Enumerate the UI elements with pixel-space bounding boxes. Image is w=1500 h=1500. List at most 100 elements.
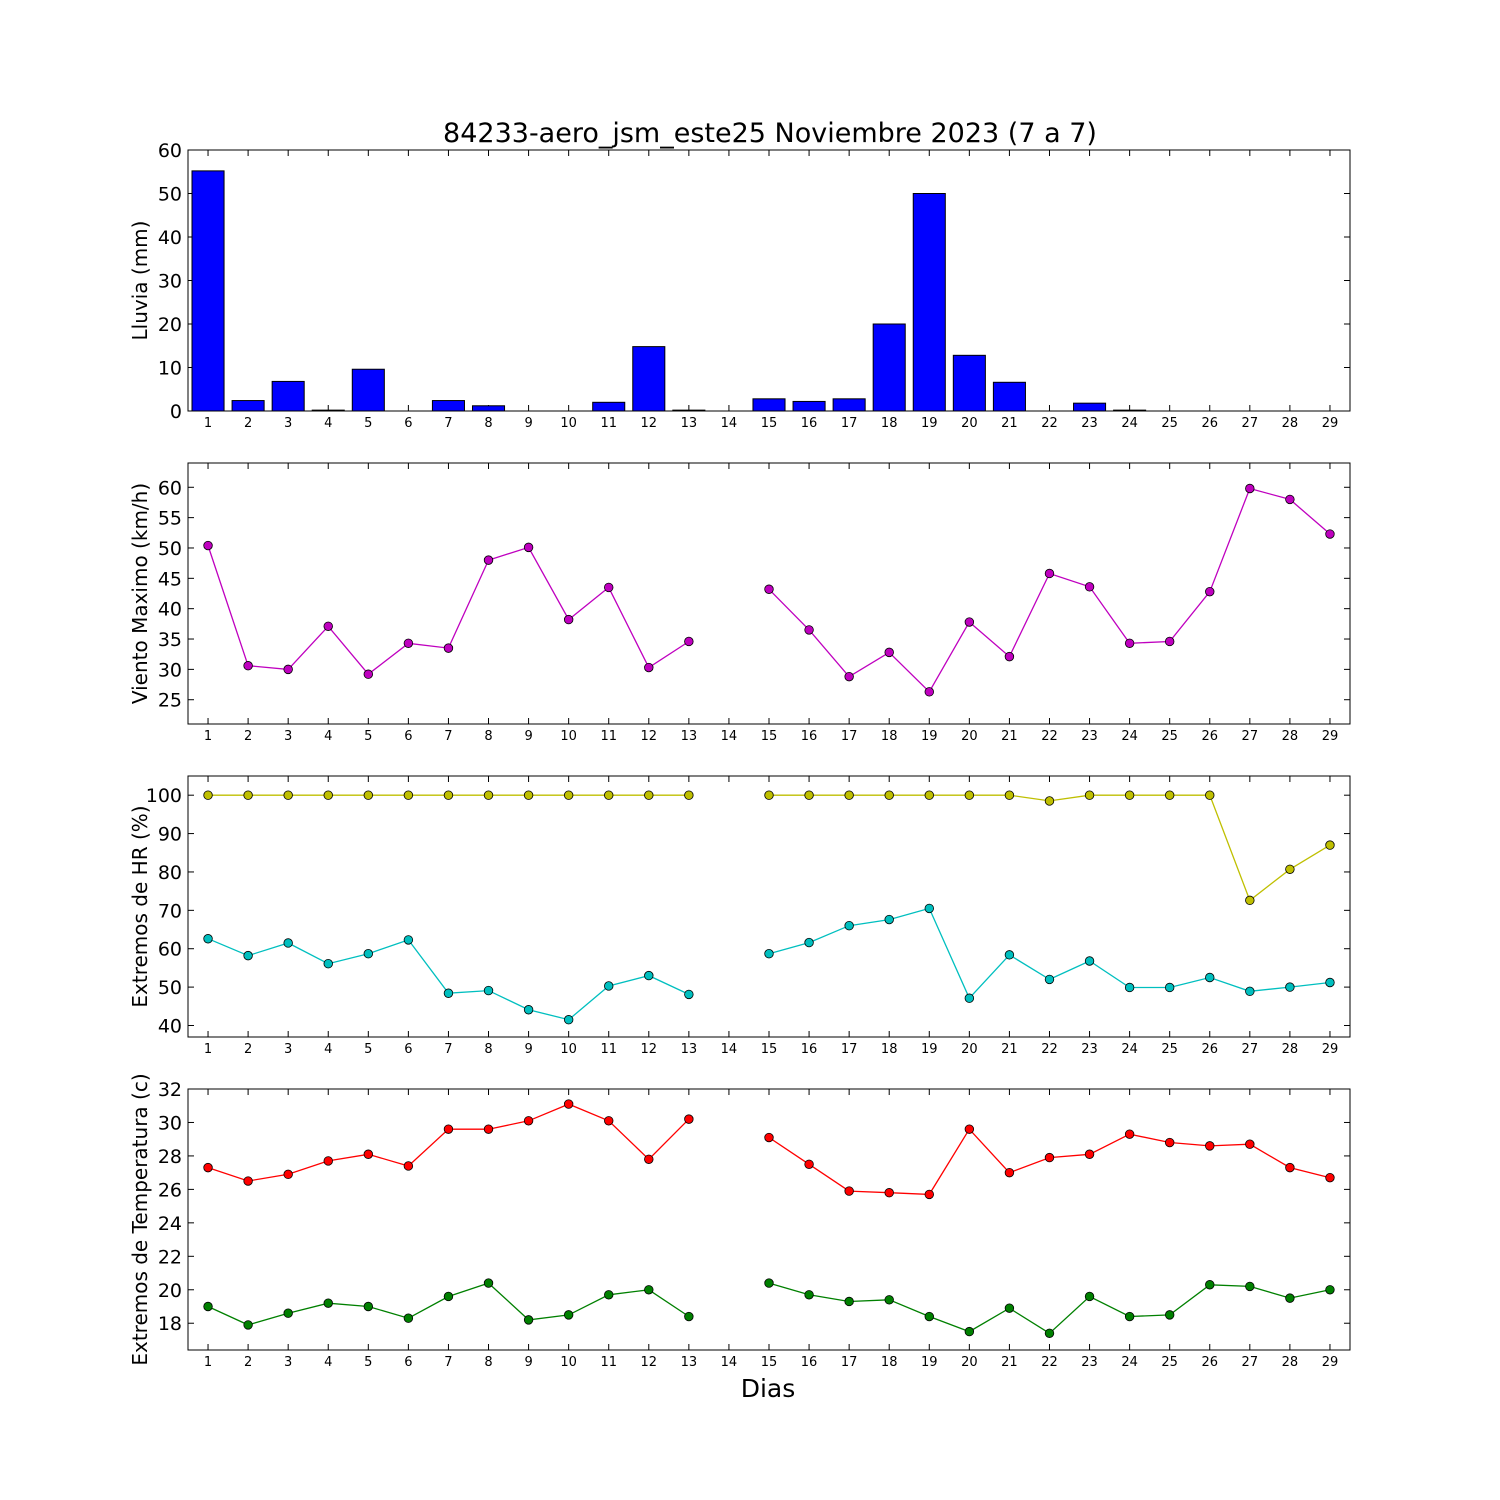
- data-point: [1325, 1285, 1335, 1295]
- data-point: [604, 582, 614, 593]
- data-point: [764, 584, 774, 594]
- data-point: [443, 1124, 454, 1134]
- data-point: [1325, 1172, 1335, 1183]
- data-point: [363, 669, 374, 679]
- y-tick-label: 80: [158, 862, 182, 884]
- x-axis-label: Dias: [741, 1374, 796, 1403]
- plot-area: [187, 1088, 1351, 1351]
- bar: [431, 400, 465, 412]
- data-point: [483, 1278, 494, 1288]
- x-tick-label: 13: [681, 1355, 698, 1370]
- data-point: [804, 1290, 814, 1300]
- data-point: [884, 790, 894, 800]
- x-tick-label: 10: [560, 729, 577, 744]
- data-point: [604, 790, 614, 800]
- x-tick-label: 20: [961, 1042, 978, 1057]
- data-point: [1004, 950, 1015, 960]
- bar: [952, 354, 986, 412]
- data-point: [563, 614, 574, 625]
- data-point: [964, 1124, 975, 1134]
- data-point: [1285, 982, 1295, 992]
- data-point: [483, 555, 494, 565]
- data-point: [644, 1154, 654, 1164]
- bar: [992, 381, 1026, 412]
- data-point: [1205, 972, 1215, 983]
- data-point: [1245, 895, 1255, 906]
- data-point: [1044, 796, 1055, 806]
- bar: [271, 380, 305, 412]
- data-point: [443, 643, 454, 653]
- x-tick-label: 20: [961, 416, 978, 431]
- x-tick-label: 12: [641, 416, 658, 431]
- data-point: [764, 790, 774, 800]
- data-point: [1205, 1141, 1215, 1151]
- x-tick-label: 14: [721, 416, 738, 431]
- x-tick-label: 18: [881, 1042, 898, 1057]
- data-point: [1044, 974, 1055, 985]
- data-point: [403, 1313, 414, 1323]
- x-tick-label: 2: [244, 729, 252, 744]
- data-point: [523, 1005, 534, 1015]
- data-point: [844, 1296, 854, 1307]
- data-point: [684, 1114, 694, 1124]
- x-tick-label: 22: [1041, 416, 1058, 431]
- data-point: [563, 1099, 574, 1109]
- data-point: [1164, 1310, 1175, 1320]
- data-point: [844, 790, 854, 800]
- x-tick-label: 28: [1282, 729, 1299, 744]
- bar: [632, 346, 666, 412]
- x-tick-label: 22: [1041, 729, 1058, 744]
- data-point: [1164, 790, 1175, 800]
- data-point: [1004, 790, 1015, 800]
- data-point: [283, 664, 293, 675]
- x-tick-label: 17: [841, 416, 858, 431]
- y-tick-label: 50: [158, 184, 182, 206]
- x-tick-label: 3: [284, 1355, 292, 1370]
- chart-title: 84233-aero_jsm_este25 Noviembre 2023 (7 …: [443, 118, 1097, 149]
- data-point: [804, 625, 814, 635]
- x-tick-label: 29: [1322, 729, 1339, 744]
- data-point: [203, 790, 213, 800]
- x-tick-label: 3: [284, 729, 292, 744]
- x-tick-label: 16: [801, 1042, 818, 1057]
- data-point: [884, 1188, 894, 1198]
- x-tick-label: 24: [1121, 1355, 1138, 1370]
- x-tick-label: 14: [721, 1042, 738, 1057]
- data-point: [804, 937, 814, 948]
- x-tick-label: 8: [484, 1355, 492, 1370]
- data-point: [964, 993, 975, 1003]
- x-tick-label: 6: [404, 729, 412, 744]
- bar: [872, 323, 906, 412]
- data-point: [1124, 790, 1135, 800]
- data-point: [323, 790, 333, 800]
- x-tick-label: 6: [404, 1042, 412, 1057]
- data-point: [684, 790, 694, 800]
- x-tick-label: 26: [1201, 416, 1218, 431]
- data-point: [844, 1186, 854, 1196]
- x-tick-label: 29: [1322, 1042, 1339, 1057]
- x-tick-label: 4: [324, 1042, 332, 1057]
- data-point: [203, 934, 213, 944]
- y-tick-label: 30: [158, 1112, 182, 1134]
- data-point: [964, 1326, 975, 1337]
- x-tick-label: 11: [600, 416, 617, 431]
- x-tick-label: 25: [1161, 416, 1178, 431]
- data-point: [604, 1116, 614, 1126]
- x-tick-label: 16: [801, 729, 818, 744]
- data-point: [1245, 1139, 1255, 1149]
- x-tick-label: 22: [1041, 1355, 1058, 1370]
- data-point: [483, 1124, 494, 1134]
- x-tick-label: 27: [1242, 1355, 1259, 1370]
- x-tick-label: 25: [1161, 1042, 1178, 1057]
- y-tick-label: 60: [158, 939, 182, 961]
- x-tick-label: 21: [1001, 1355, 1018, 1370]
- data-point: [523, 790, 534, 800]
- x-tick-label: 3: [284, 1042, 292, 1057]
- x-tick-label: 27: [1242, 416, 1259, 431]
- x-tick-label: 5: [364, 1042, 372, 1057]
- x-tick-label: 25: [1161, 1355, 1178, 1370]
- bar: [1073, 402, 1107, 412]
- data-point: [1285, 864, 1295, 874]
